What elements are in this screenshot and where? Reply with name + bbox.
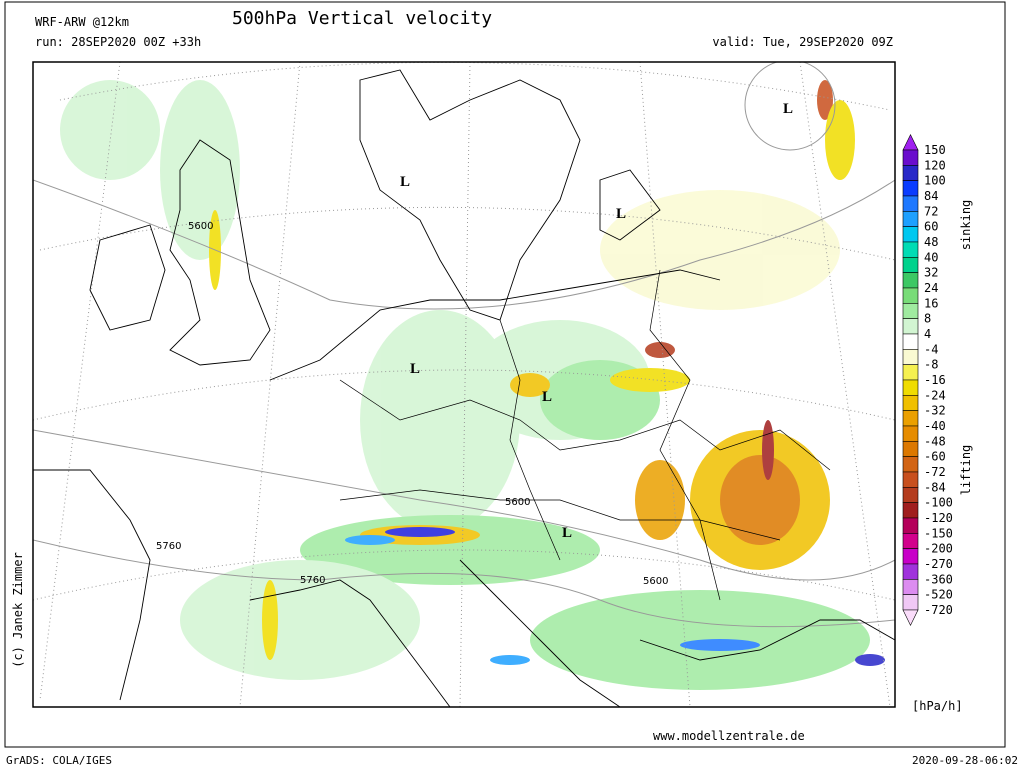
map: L L L L L L 5600 5600 5760 5760 5600 — [32, 61, 896, 708]
colorbar-label: -120 — [924, 511, 953, 525]
colorbar-swatch — [902, 579, 919, 595]
colorbar-label: -270 — [924, 557, 953, 571]
height-contours — [33, 62, 895, 628]
colorbar-swatch — [902, 563, 919, 580]
outer-frame — [4, 1, 1006, 748]
colorbar-swatch — [902, 502, 919, 519]
contour-label: 5760 — [156, 541, 181, 552]
colorbar-label: 32 — [924, 266, 938, 280]
timestamp: 2020-09-28-06:02 — [912, 754, 1018, 767]
colorbar-swatch — [902, 548, 919, 565]
colorbar: 150120100847260484032241684-4-8-16-24-32… — [902, 133, 953, 627]
colorbar-swatch — [902, 487, 919, 503]
colorbar-label: -4 — [924, 342, 938, 356]
colorbar-swatch — [902, 609, 919, 627]
model-label: WRF-ARW @12km — [35, 15, 129, 29]
low-marker: L — [616, 206, 626, 222]
colorbar-swatch — [902, 471, 919, 488]
colorbar-label: 16 — [924, 296, 938, 310]
contour-label: 5600 — [643, 576, 668, 587]
colorbar-label: 60 — [924, 220, 938, 234]
colorbar-swatch — [902, 441, 919, 457]
valid-label: valid: Tue, 29SEP2020 09Z — [712, 35, 893, 49]
low-marker: L — [783, 101, 793, 117]
colorbar-swatch — [902, 257, 919, 273]
colorbar-swatch — [902, 333, 919, 350]
colorbar-swatch — [902, 364, 919, 381]
colorbar-label: 150 — [924, 143, 946, 157]
colorbar-label: -32 — [924, 404, 946, 418]
map-frame — [32, 61, 896, 708]
colorbar-label: 72 — [924, 204, 938, 218]
colorbar-label: -360 — [924, 572, 953, 586]
colorbar-label: -60 — [924, 450, 946, 464]
colorbar-swatch — [902, 517, 919, 534]
colorbar-label: -200 — [924, 542, 953, 556]
contour-label: 5760 — [300, 575, 325, 586]
lifting-label: lifting — [959, 445, 973, 496]
colorbar-swatch — [902, 456, 919, 473]
colorbar-swatch — [902, 195, 919, 212]
colorbar-swatch — [902, 165, 919, 181]
title: 500hPa Vertical velocity — [232, 8, 492, 29]
colorbar-label: -520 — [924, 588, 953, 602]
colorbar-label: 4 — [924, 327, 931, 341]
colorbar-label: 40 — [924, 250, 938, 264]
colorbar-label: 100 — [924, 174, 946, 188]
colorbar-swatch — [902, 349, 919, 365]
colorbar-label: -150 — [924, 526, 953, 540]
contour-label: 5600 — [188, 221, 213, 232]
colorbar-swatch — [902, 594, 919, 611]
colorbar-swatch — [902, 287, 919, 304]
colorbar-swatch — [902, 410, 919, 427]
colorbar-label: 24 — [924, 281, 938, 295]
colorbar-label: -40 — [924, 419, 946, 433]
colorbar-label: -8 — [924, 358, 938, 372]
contour-label: 5600 — [505, 497, 530, 508]
colorbar-swatch — [902, 180, 919, 197]
colorbar-label: 84 — [924, 189, 938, 203]
colorbar-label: -16 — [924, 373, 946, 387]
colorbar-label: -24 — [924, 388, 946, 402]
website: www.modellzentrale.de — [653, 729, 805, 743]
colorbar-swatch — [902, 241, 919, 258]
colorbar-swatch — [902, 425, 919, 442]
software: GrADS: COLA/IGES — [6, 754, 112, 767]
colorbar-label: -48 — [924, 434, 946, 448]
colorbar-label: 48 — [924, 235, 938, 249]
low-marker: L — [400, 174, 410, 190]
graticule — [33, 62, 895, 707]
colorbar-label: -100 — [924, 496, 953, 510]
colorbar-label: -72 — [924, 465, 946, 479]
colorbar-swatch — [902, 226, 919, 243]
sinking-label: sinking — [959, 200, 973, 251]
colorbar-label: -720 — [924, 603, 953, 617]
colorbar-swatch — [902, 303, 919, 319]
low-marker: L — [562, 525, 572, 541]
colorbar-swatch — [902, 395, 919, 411]
borders — [339, 269, 831, 601]
low-marker: L — [542, 389, 552, 405]
colorbar-swatch — [902, 149, 919, 166]
colorbar-label: 8 — [924, 312, 931, 326]
run-label: run: 28SEP2020 00Z +33h — [35, 35, 201, 49]
low-marker: L — [410, 361, 420, 377]
coastlines — [33, 69, 895, 707]
colorbar-swatch — [902, 318, 919, 335]
colorbar-swatch — [902, 533, 919, 549]
colorbar-swatch — [902, 272, 919, 289]
colorbar-swatch — [902, 379, 919, 396]
colorbar-swatch — [902, 211, 919, 227]
unit-label: [hPa/h] — [912, 699, 963, 713]
colorbar-label: -84 — [924, 480, 946, 494]
author: (c) Janek Zimmer — [11, 552, 25, 668]
colorbar-label: 120 — [924, 158, 946, 172]
